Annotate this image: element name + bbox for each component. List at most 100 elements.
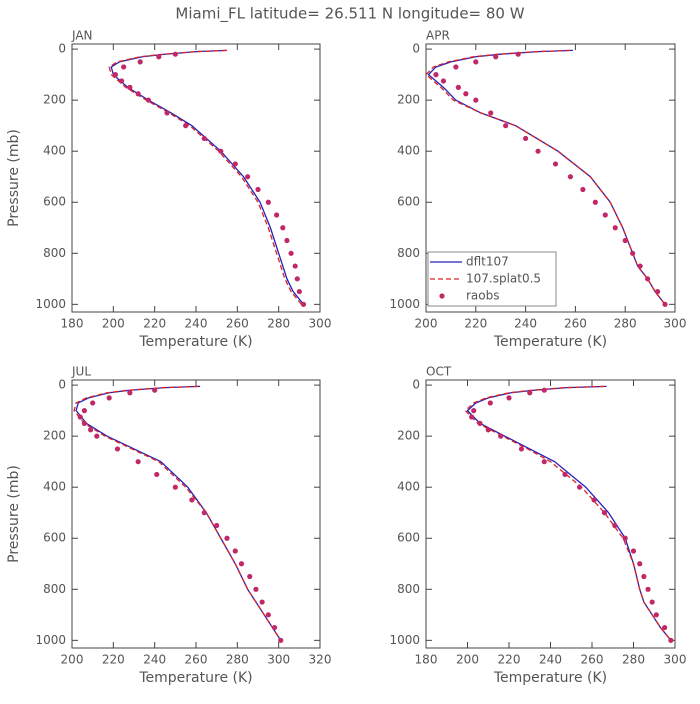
x-tick-label: 200 [456,653,479,667]
data-point [630,250,636,256]
data-point [152,387,158,393]
data-point [214,522,220,529]
data-point [81,420,87,426]
x-tick-label: 300 [664,317,687,331]
x-tick-label: 220 [498,653,521,667]
panel-title: JAN [71,29,93,43]
series-line [464,385,672,641]
data-point [137,59,143,65]
y-axis-label: Pressure (mb) [6,465,22,563]
data-point [88,427,94,433]
y-tick-label: 400 [397,480,420,494]
x-tick-label: 220 [102,653,125,667]
x-tick-label: 280 [267,317,290,331]
data-point [172,51,178,57]
data-point [471,408,477,414]
data-point [224,535,230,541]
x-tick-label: 280 [614,317,637,331]
data-point [473,59,479,65]
data-point [453,64,459,70]
y-tick-label: 600 [43,531,66,545]
panel: APR 200 220 240 260 280 300 0 200 400 600 800 1000 Te… [389,29,686,351]
data-point [172,484,178,490]
data-point [630,548,637,554]
data-point [645,586,651,592]
y-axis-label: Pressure (mb) [6,129,22,227]
data-point [255,186,261,193]
data-point [552,161,559,167]
data-point [77,414,83,420]
data-point [154,471,160,478]
x-tick-label: 280 [622,653,645,667]
x-tick-label: 240 [514,317,537,331]
x-tick-label: 200 [415,317,438,331]
y-tick-label: 800 [397,246,420,260]
y-tick-label: 1000 [389,633,420,647]
data-point [591,497,597,503]
data-point [127,84,133,90]
y-tick-label: 200 [397,429,420,443]
legend-marker [439,293,445,299]
data-point [541,459,547,465]
x-axis-label: Temperature (K) [138,334,252,350]
data-point [477,420,483,426]
legend-label: dflt107 [466,255,509,269]
x-tick-label: 260 [226,317,249,331]
data-point [493,54,499,60]
data-point [183,123,189,129]
series-line [75,385,282,641]
data-point [645,276,651,282]
data-point [523,135,529,142]
data-point [641,573,647,580]
x-tick-label: 260 [185,653,208,667]
legend-label: raobs [466,289,500,303]
y-tick-label: 800 [43,582,66,596]
data-point [455,84,461,90]
panel-title: JUL [71,365,91,379]
data-point [440,78,447,84]
data-point [112,72,118,78]
data-point [637,263,643,269]
x-tick-label: 240 [539,653,562,667]
data-point [567,174,574,180]
y-tick-label: 800 [43,246,66,260]
x-tick-label: 300 [309,317,332,331]
data-point [649,599,655,605]
y-tick-label: 800 [397,582,420,596]
panel: JUL 200 220 240 260 280 300 320 0 200 400 600 800 100… [6,365,331,687]
figure-title: Miami_FL latitude= 26.511 N longitude= 8… [175,5,524,24]
data-point [535,148,541,154]
x-tick-label: 300 [267,653,290,667]
data-point [469,414,475,420]
data-point [288,250,294,256]
series-line [110,49,304,305]
data-point [135,459,141,465]
data-point [265,199,271,205]
panel: OCT 180 200 220 240 260 280 300 0 200 400 600 800 100… [389,365,686,687]
data-point [488,110,494,116]
data-point [562,471,568,478]
y-tick-label: 0 [412,42,420,56]
plot-frame [425,43,676,313]
legend: dflt107 107.splat0.5 raobs [427,251,557,307]
data-point [247,573,253,580]
data-point [114,446,121,452]
data-point [145,97,152,103]
x-tick-label: 260 [564,317,587,331]
series-line [73,385,282,641]
data-point [278,637,284,643]
data-point [201,135,207,142]
data-point [201,510,207,516]
data-point [280,225,286,231]
data-point [232,161,238,167]
data-point [662,624,668,631]
data-point [506,395,512,401]
data-point [653,612,659,618]
y-tick-label: 0 [58,42,66,56]
data-point [292,263,298,269]
data-point [503,123,509,129]
data-point [265,612,271,618]
y-tick-label: 400 [397,144,420,158]
data-point [622,237,628,244]
